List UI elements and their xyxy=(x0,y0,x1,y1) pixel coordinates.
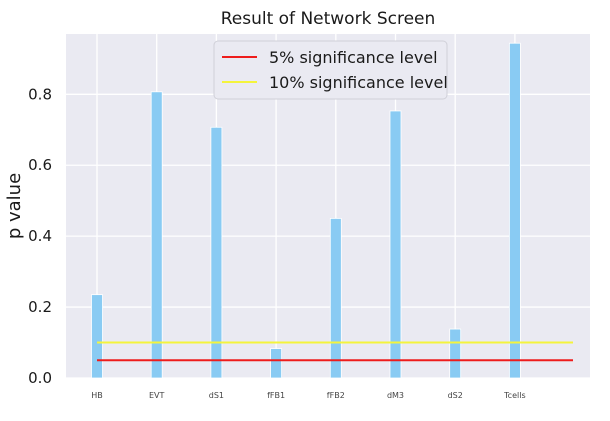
bar-fFB1 xyxy=(270,348,283,379)
legend-entry-label: 5% significance level xyxy=(269,48,438,67)
reference-lines xyxy=(97,341,573,362)
y-tick-label: 0.2 xyxy=(28,298,52,316)
x-tick-label: dS2 xyxy=(448,391,463,400)
legend-box xyxy=(213,40,448,100)
x-tick-label: Tcells xyxy=(503,391,525,400)
x-tick-labels: HB EVT dS1 fFB1 fFB2 dM3 dS2 Tcells xyxy=(91,391,525,400)
y-tick-label: 0.4 xyxy=(28,227,52,245)
y-tick-label: 0.6 xyxy=(28,156,52,174)
y-tick-labels: 0.0 0.2 0.4 0.6 0.8 xyxy=(28,85,52,387)
y-axis-label: p value xyxy=(4,173,25,239)
y-tick-label: 0.0 xyxy=(28,369,52,387)
legend: 5% significance level 10% significance le… xyxy=(213,40,448,100)
x-tick-label: HB xyxy=(91,391,103,400)
bar-fFB2 xyxy=(329,218,342,379)
bar-EVT xyxy=(150,91,163,379)
bar-HB xyxy=(91,294,103,379)
x-tick-label: dM3 xyxy=(387,391,404,400)
x-tick-label: dS1 xyxy=(209,391,224,400)
y-tick-label: 0.8 xyxy=(28,85,52,103)
chart-title: Result of Network Screen xyxy=(221,9,436,29)
x-tick-label: EVT xyxy=(149,391,165,400)
x-tick-label: fFB1 xyxy=(267,391,285,400)
bar-dS1 xyxy=(210,126,223,379)
x-tick-label: fFB2 xyxy=(327,391,345,400)
bar-dS2 xyxy=(449,328,462,379)
legend-entry-label: 10% significance level xyxy=(269,73,448,92)
bar-Tcells xyxy=(508,42,521,379)
bar-dM3 xyxy=(389,110,402,379)
bars-group xyxy=(91,42,521,379)
